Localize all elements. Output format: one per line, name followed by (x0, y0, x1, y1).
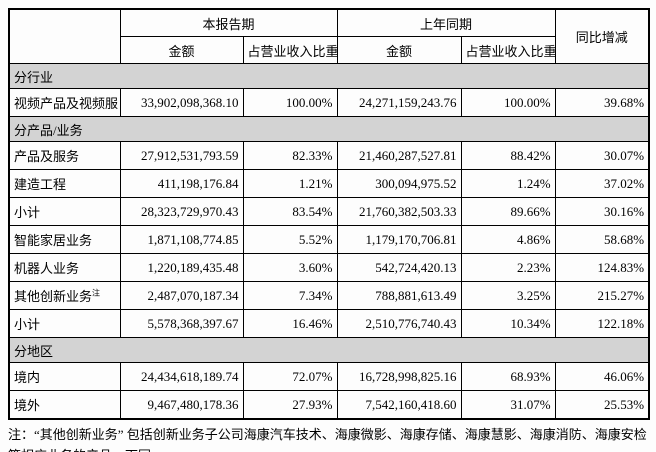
cell-share-prior: 89.66% (460, 197, 556, 226)
cell-amount-current: 27,912,531,793.59 (119, 141, 244, 170)
table-row: 建造工程 411,198,176.84 1.21% 300,094,975.52 1.2… (8, 169, 650, 198)
cell-yoy-change: 46.06% (554, 362, 650, 391)
table-body: 分行业 视频产品及视频服 33,902,098,368.10 100.00% 24,27… (8, 63, 650, 420)
cell-amount-current: 2,487,070,187.34 (119, 281, 244, 310)
cell-yoy-change: 122.18% (554, 309, 650, 338)
section-header-label: 分行业 (8, 63, 650, 89)
cell-share-prior: 31.07% (460, 390, 556, 420)
cell-amount-prior: 2,510,776,740.43 (336, 309, 462, 338)
cell-amount-prior: 542,724,420.13 (336, 253, 462, 282)
footnote: 注：“其他创新业务” 包括创新业务子公司海康汽车技术、海康微影、海康存储、海康慧… (8, 427, 647, 452)
table-header: 本报告期 上年同期 同比增减 金额 占营业收入比重 金额 占营业收入比重 (8, 8, 650, 64)
cell-yoy-change: 30.16% (554, 197, 650, 226)
header-yoy-change: 同比增减 (554, 8, 650, 64)
cell-share-current: 16.46% (242, 309, 338, 338)
cell-share-current: 82.33% (242, 141, 338, 170)
section-header-label: 分产品/业务 (8, 116, 650, 142)
row-label: 产品及服务 (8, 141, 121, 170)
cell-share-prior: 4.86% (460, 225, 556, 254)
cell-share-prior: 1.24% (460, 169, 556, 198)
header-row-periods: 本报告期 上年同期 同比增减 (8, 8, 650, 64)
cell-yoy-change: 215.27% (554, 281, 650, 310)
header-amount-prior: 金额 (336, 36, 462, 64)
corner-cell (8, 8, 121, 64)
section-row: 分行业 (8, 63, 650, 89)
header-current-period: 本报告期 (119, 8, 338, 37)
cell-amount-prior: 16,728,998,825.16 (336, 362, 462, 391)
cell-share-current: 1.21% (242, 169, 338, 198)
section-row: 分产品/业务 (8, 116, 650, 142)
table-row: 小计 28,323,729,970.43 83.54% 21,760,382,503.… (8, 197, 650, 226)
cell-share-prior: 68.93% (460, 362, 556, 391)
table-row: 境外 9,467,480,178.36 27.93% 7,542,160,418.60… (8, 390, 650, 420)
cell-share-current: 83.54% (242, 197, 338, 226)
cell-yoy-change: 37.02% (554, 169, 650, 198)
cell-share-current: 100.00% (242, 88, 338, 117)
table-row: 境内 24,434,618,189.74 72.07% 16,728,998,825.… (8, 362, 650, 391)
table-row: 视频产品及视频服 33,902,098,368.10 100.00% 24,271,1… (8, 88, 650, 117)
cell-amount-prior: 300,094,975.52 (336, 169, 462, 198)
cell-share-prior: 3.25% (460, 281, 556, 310)
financial-breakdown-table: 本报告期 上年同期 同比增减 金额 占营业收入比重 金额 占营业收入比重 分行业… (8, 8, 651, 420)
row-label: 其他创新业务注 (8, 281, 121, 310)
cell-amount-current: 24,434,618,189.74 (119, 362, 244, 391)
cell-amount-current: 1,220,189,435.48 (119, 253, 244, 282)
table-row: 其他创新业务注 2,487,070,187.34 7.34% 788,881,613.… (8, 281, 650, 310)
header-share-current: 占营业收入比重 (242, 36, 338, 64)
cell-amount-prior: 21,460,287,527.81 (336, 141, 462, 170)
cell-amount-prior: 24,271,159,243.76 (336, 88, 462, 117)
cell-share-current: 3.60% (242, 253, 338, 282)
cell-amount-prior: 1,179,170,706.81 (336, 225, 462, 254)
cell-yoy-change: 124.83% (554, 253, 650, 282)
cell-share-prior: 100.00% (460, 88, 556, 117)
cell-yoy-change: 39.68% (554, 88, 650, 117)
table-row: 小计 5,578,368,397.67 16.46% 2,510,776,740.43… (8, 309, 650, 338)
cell-amount-current: 28,323,729,970.43 (119, 197, 244, 226)
footnote-marker: 注 (92, 288, 101, 298)
row-label: 境外 (8, 390, 121, 420)
cell-yoy-change: 25.53% (554, 390, 650, 420)
cell-share-current: 7.34% (242, 281, 338, 310)
cell-yoy-change: 58.68% (554, 225, 650, 254)
cell-share-current: 27.93% (242, 390, 338, 420)
cell-share-prior: 10.34% (460, 309, 556, 338)
row-label: 智能家居业务 (8, 225, 121, 254)
header-prior-period: 上年同期 (336, 8, 556, 37)
header-row-measures: 金额 占营业收入比重 金额 占营业收入比重 (9, 36, 649, 64)
cell-amount-current: 411,198,176.84 (119, 169, 244, 198)
row-label: 小计 (8, 197, 121, 226)
cell-amount-prior: 788,881,613.49 (336, 281, 462, 310)
header-share-prior: 占营业收入比重 (460, 36, 556, 64)
cell-amount-current: 5,578,368,397.67 (119, 309, 244, 338)
cell-yoy-change: 30.07% (554, 141, 650, 170)
table-row: 智能家居业务 1,871,108,774.85 5.52% 1,179,170,706… (8, 225, 650, 254)
section-row: 分地区 (8, 337, 650, 363)
cell-amount-prior: 7,542,160,418.60 (336, 390, 462, 420)
table-row: 产品及服务 27,912,531,793.59 82.33% 21,460,287,5… (8, 141, 650, 170)
row-label: 境内 (8, 362, 121, 391)
row-label: 建造工程 (8, 169, 121, 198)
cell-amount-current: 1,871,108,774.85 (119, 225, 244, 254)
row-label: 小计 (8, 309, 121, 338)
table-row: 机器人业务 1,220,189,435.48 3.60% 542,724,420.13… (8, 253, 650, 282)
cell-amount-prior: 21,760,382,503.33 (336, 197, 462, 226)
cell-share-prior: 88.42% (460, 141, 556, 170)
header-amount-current: 金额 (119, 36, 244, 64)
cell-amount-current: 9,467,480,178.36 (119, 390, 244, 420)
section-header-label: 分地区 (8, 337, 650, 363)
cell-share-current: 5.52% (242, 225, 338, 254)
cell-share-current: 72.07% (242, 362, 338, 391)
row-label: 机器人业务 (8, 253, 121, 282)
cell-share-prior: 2.23% (460, 253, 556, 282)
row-label: 视频产品及视频服 (8, 88, 121, 117)
cell-amount-current: 33,902,098,368.10 (119, 88, 244, 117)
